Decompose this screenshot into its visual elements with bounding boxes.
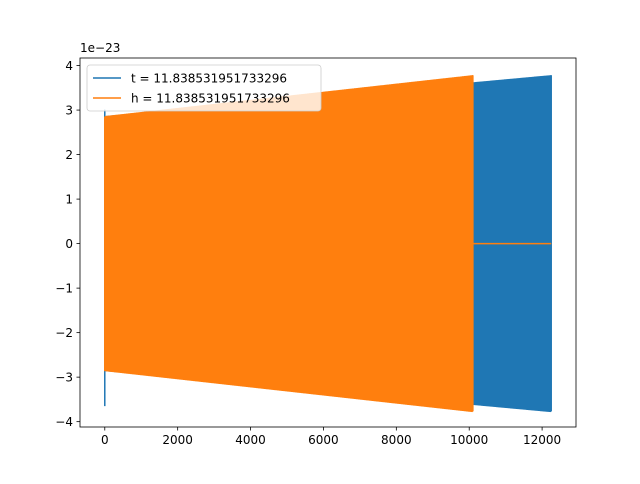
y-tick-label: 3 xyxy=(65,103,73,117)
series-line xyxy=(104,75,474,413)
y-tick-label: −2 xyxy=(55,326,73,340)
x-tick-label: 12000 xyxy=(523,433,561,447)
x-tick-label: 8000 xyxy=(381,433,412,447)
y-tick-label: 2 xyxy=(65,148,73,162)
y-offset-label: 1e−23 xyxy=(80,41,120,55)
legend-label: h = 11.838531951733296 xyxy=(131,92,290,106)
axes-layer: 0 2000 4000 6000 8000 10000 12000 −4 −3 −2 −1 0 1 2 3 4… xyxy=(55,41,577,447)
y-tick-label: 0 xyxy=(65,237,73,251)
x-tick-label: 6000 xyxy=(308,433,339,447)
x-tick-label: 2000 xyxy=(162,433,193,447)
y-tick-label: −1 xyxy=(55,281,73,295)
x-tick-label: 10000 xyxy=(450,433,488,447)
y-tick-label: 1 xyxy=(65,192,73,206)
series-1 xyxy=(104,75,552,413)
x-tick-label: 0 xyxy=(101,433,109,447)
y-tick-label: −3 xyxy=(55,370,73,384)
x-tick-label: 4000 xyxy=(235,433,266,447)
legend: t = 11.838531951733296 h = 11.83853195173… xyxy=(86,64,322,112)
plot-frame xyxy=(79,57,577,428)
legend-box xyxy=(86,64,322,112)
legend-label: t = 11.838531951733296 xyxy=(131,72,287,86)
y-tick-label: −4 xyxy=(55,415,73,429)
y-tick-label: 4 xyxy=(65,59,73,73)
series-layer xyxy=(104,75,552,413)
